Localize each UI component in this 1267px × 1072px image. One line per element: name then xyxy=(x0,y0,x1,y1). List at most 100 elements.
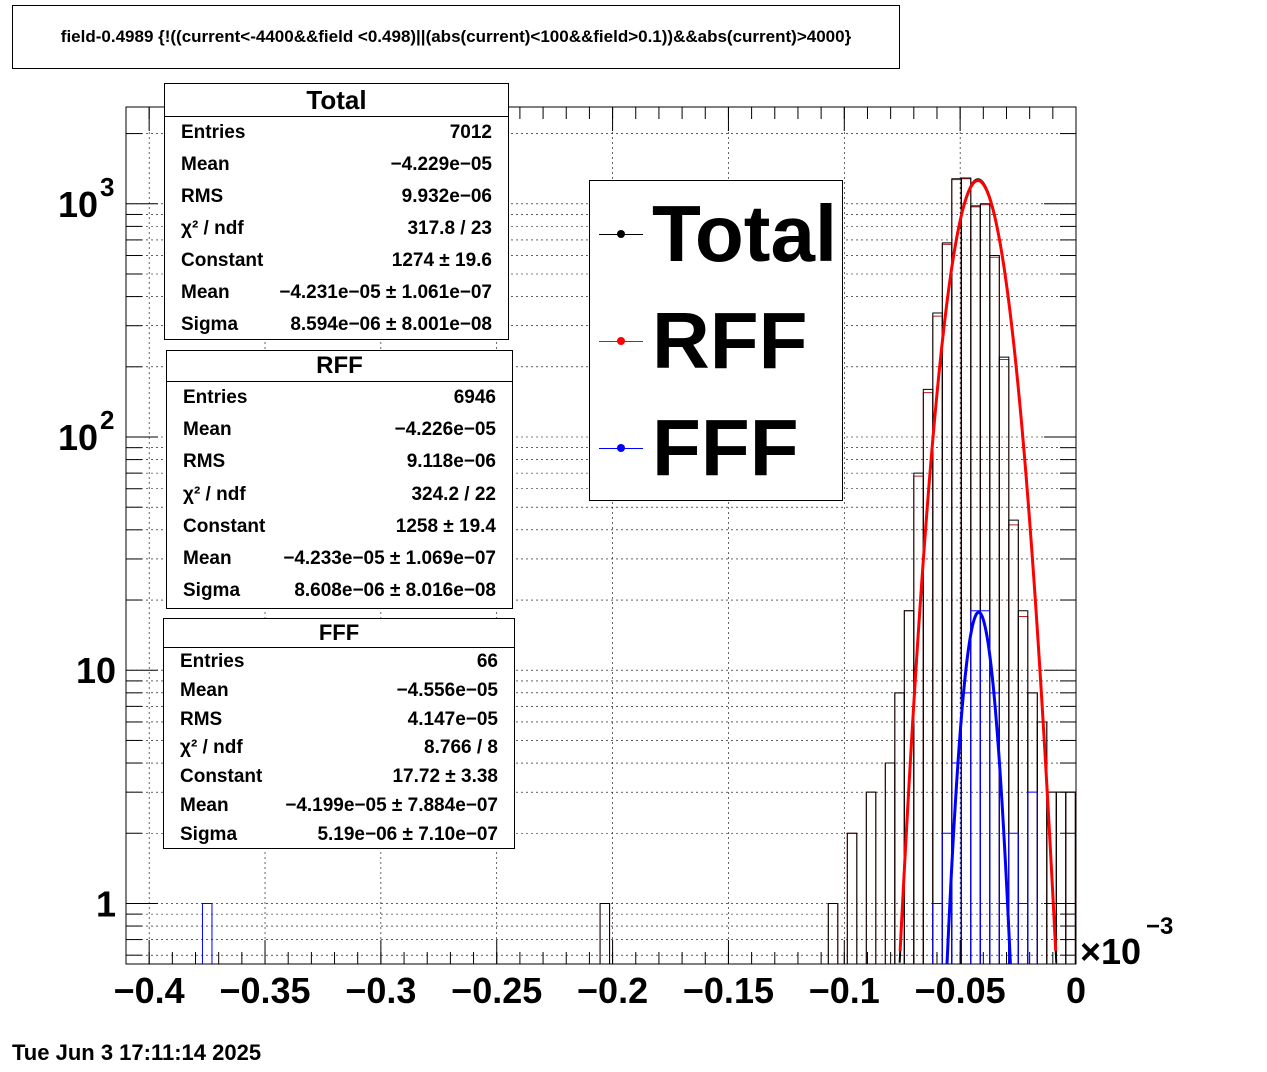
legend-label: FFF xyxy=(652,403,799,492)
stats-value: −4.226e−05 xyxy=(394,419,496,441)
stats-value: 317.8 / 23 xyxy=(407,218,492,239)
stats-value: 324.2 / 22 xyxy=(411,483,496,505)
stats-label: RMS xyxy=(183,451,226,473)
stats-title: Total xyxy=(165,84,508,117)
stats-row: Sigma 8.594e−06 ± 8.001e−08 xyxy=(165,309,508,341)
stats-row: RMS 9.932e−06 xyxy=(165,181,508,213)
stats-label: Entries xyxy=(180,651,245,672)
histogram-bin xyxy=(970,205,981,964)
stats-box-total: Total Entries 7012 Mean −4.229e−05 RMS 9.932e−… xyxy=(164,83,509,340)
stats-label: Constant xyxy=(183,515,266,537)
fit-curve-fff xyxy=(945,610,1012,964)
legend-marker-icon xyxy=(617,230,625,238)
histogram-bin xyxy=(865,791,877,964)
histogram-bin xyxy=(884,762,896,964)
y-tick-label: 10 xyxy=(58,184,98,225)
stats-row: RMS 9.118e−06 xyxy=(167,446,512,478)
legend: Total RFF FFF xyxy=(589,180,843,501)
stats-value: 1274 ± 19.6 xyxy=(391,250,492,271)
histogram-bin xyxy=(941,243,953,964)
x-tick-label: −0.25 xyxy=(451,970,542,1011)
stats-title: RFF xyxy=(167,351,512,382)
fit-curves xyxy=(898,178,1058,964)
stats-row: Constant 17.72 ± 3.38 xyxy=(164,763,514,792)
stats-row: RMS 4.147e−05 xyxy=(164,706,514,735)
stats-value: 6946 xyxy=(453,387,496,408)
histogram-bin xyxy=(989,255,1000,964)
y-tick-label: 1 xyxy=(96,883,116,924)
histogram-bin xyxy=(979,204,991,964)
histogram-bin xyxy=(846,832,858,964)
legend-entry: RFF xyxy=(590,291,842,391)
stats-label: Sigma xyxy=(183,580,241,602)
x-tick-label: −0.35 xyxy=(219,970,310,1011)
y-tick-exponent: 2 xyxy=(100,405,114,435)
stats-value: 7012 xyxy=(449,122,492,143)
stats-row: χ² / ndf 324.2 / 22 xyxy=(167,479,512,511)
stats-value: −4.231e−05 ± 1.061e−07 xyxy=(279,282,492,303)
stats-value: −4.556e−05 xyxy=(396,679,498,701)
stats-value: 9.932e−06 xyxy=(401,186,492,207)
plot-title: field-0.4989 {!((current<-4400&&field <0… xyxy=(12,5,900,69)
histogram-series xyxy=(201,177,1076,964)
stats-value: −4.233e−05 ± 1.069e−07 xyxy=(283,547,496,569)
stats-label: Mean xyxy=(180,679,229,701)
stats-label: Mean xyxy=(183,419,232,441)
stats-value: 4.147e−05 xyxy=(407,708,498,730)
histogram-bin xyxy=(979,610,991,964)
stats-row: χ² / ndf 8.766 / 8 xyxy=(164,734,514,763)
stats-label: χ² / ndf xyxy=(183,483,246,505)
histogram-bin xyxy=(941,242,953,964)
stats-row: Entries 6946 xyxy=(167,382,512,414)
timestamp: Tue Jun 3 17:11:14 2025 xyxy=(12,1040,262,1065)
stats-row: Entries 7012 xyxy=(165,117,508,149)
stats-label: Entries xyxy=(183,387,248,408)
stats-label: Sigma xyxy=(181,314,239,335)
stats-row: Mean −4.199e−05 ± 7.884e−07 xyxy=(164,792,514,821)
histogram-bin xyxy=(599,902,611,964)
stats-value: 9.118e−06 xyxy=(406,451,496,473)
histogram-bin xyxy=(979,203,991,964)
stats-label: RMS xyxy=(180,708,223,730)
stats-row: χ² / ndf 317.8 / 23 xyxy=(165,213,508,245)
x-axis-exponent: −3 xyxy=(1146,913,1173,940)
x-tick-label: −0.4 xyxy=(114,970,185,1011)
x-tick-label: −0.05 xyxy=(915,970,1006,1011)
histogram-bin xyxy=(913,472,924,964)
legend-marker-icon xyxy=(617,444,625,452)
histogram-bin xyxy=(1008,519,1019,964)
histogram-bin xyxy=(1065,791,1076,964)
x-tick-label: −0.15 xyxy=(683,970,774,1011)
stats-label: Constant xyxy=(181,250,264,271)
stats-row: Constant 1274 ± 19.6 xyxy=(165,245,508,277)
legend-label: RFF xyxy=(652,296,808,385)
legend-entry: Total xyxy=(590,184,842,284)
x-tick-label: −0.2 xyxy=(577,970,648,1011)
x-tick-label: 0 xyxy=(1066,970,1086,1011)
stats-label: Mean xyxy=(181,154,230,175)
stats-title: FFF xyxy=(164,619,514,648)
stats-row: Constant 1258 ± 19.4 xyxy=(167,511,512,543)
y-tick-label: 10 xyxy=(76,650,116,691)
histogram-bin xyxy=(1008,524,1019,964)
stats-value: −4.199e−05 ± 7.884e−07 xyxy=(285,794,498,816)
x-tick-label: −0.3 xyxy=(345,970,416,1011)
histogram-bin xyxy=(846,832,858,964)
stats-value: −4.229e−05 xyxy=(390,154,492,175)
stats-row: Sigma 5.19e−06 ± 7.10e−07 xyxy=(164,821,514,850)
stats-value: 1258 ± 19.4 xyxy=(395,515,496,537)
stats-row: Mean −4.229e−05 xyxy=(165,149,508,181)
fit-curve-rff xyxy=(898,179,1058,951)
histogram-bin xyxy=(201,902,213,964)
legend-label: Total xyxy=(652,189,838,278)
stats-box-rff: RFF Entries 6946 Mean −4.226e−05 RMS 9.118e−06… xyxy=(166,350,513,609)
stats-value: 5.19e−06 ± 7.10e−07 xyxy=(317,823,498,845)
histogram-bin xyxy=(884,762,896,964)
stats-row: Mean −4.231e−05 ± 1.061e−07 xyxy=(165,277,508,309)
histogram-bin xyxy=(1017,610,1029,964)
histogram-bin xyxy=(1065,791,1076,964)
histogram-total xyxy=(599,177,1076,964)
histogram-bin xyxy=(970,610,981,964)
histogram-bin xyxy=(865,791,877,964)
stats-value: 66 xyxy=(476,651,498,672)
